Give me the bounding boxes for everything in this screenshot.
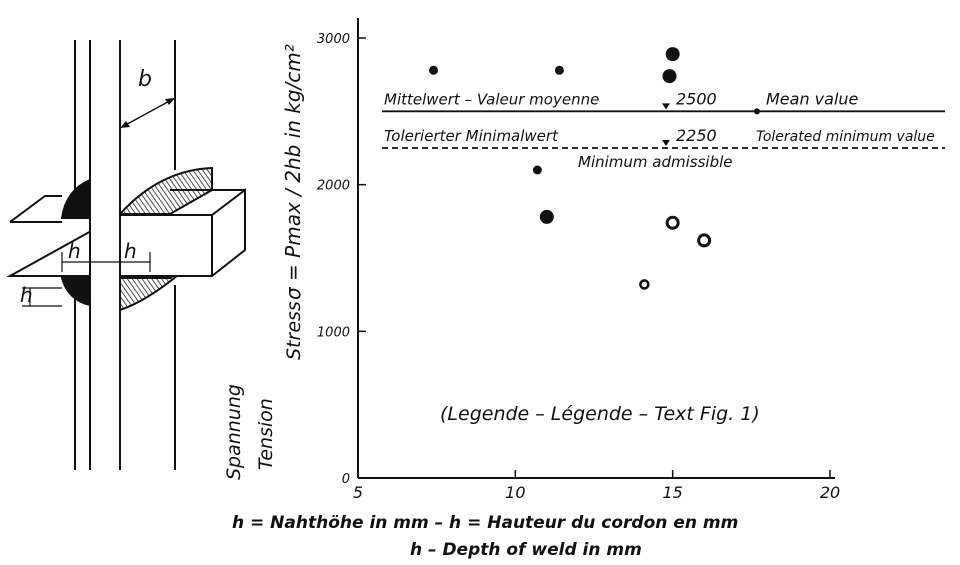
x-label-line2: h – Depth of weld in mm (410, 540, 642, 560)
stress-chart: 0 1000 2000 3000 5 10 15 20 Mittelwert – Valeu… (317, 18, 945, 502)
label-h-left: h (68, 239, 81, 263)
ref-marker (662, 103, 670, 110)
y-tick-label: 0 (342, 472, 350, 487)
y-label-formula: σ = Pmax / 2hb in kg/cm² (281, 44, 305, 300)
x-tick-label: 15 (662, 483, 682, 502)
y-label-word-de: Spannung (223, 384, 245, 480)
ref-marker (662, 140, 670, 146)
data-point (662, 69, 677, 84)
mean-line-dot (754, 108, 760, 115)
x-label-line1: h = Nahthöhe in mm – h = Hauteur du cord… (232, 513, 738, 533)
ref-label-en: Tolerated minimum value (756, 129, 935, 145)
ref-label-de-fr: Tolerierter Minimalwert (384, 127, 559, 145)
data-point (554, 65, 564, 75)
data-point (532, 165, 542, 175)
weld-fillet-upper-right (117, 166, 213, 215)
data-point (539, 209, 554, 224)
x-tick-label: 10 (505, 483, 525, 502)
data-point (665, 215, 680, 230)
x-tick-label: 20 (820, 483, 840, 502)
label-h-side: h (20, 283, 33, 307)
y-tick-label: 3000 (317, 32, 350, 47)
ref-label-fr: Minimum admissible (578, 153, 733, 171)
weld-specimen-diagram (6, 40, 246, 470)
data-point (697, 233, 712, 248)
ref-label-de-fr: Mittelwert – Valeur moyenne (384, 90, 599, 108)
ref-label-value: 2500 (676, 89, 717, 108)
label-h-right: h (124, 239, 137, 263)
dimension-b (119, 97, 176, 129)
y-tick-label: 1000 (317, 325, 350, 340)
y-tick-label: 2000 (317, 179, 350, 194)
x-tick-label: 5 (353, 483, 363, 502)
ref-label-value: 2250 (676, 126, 717, 145)
y-label-word-fr: Tension (255, 398, 277, 470)
y-label-word-en: Stress (283, 301, 305, 360)
data-point (665, 47, 680, 62)
data-point (639, 279, 650, 290)
cross-plate-box (6, 187, 246, 277)
label-b: b (138, 67, 152, 92)
chart-annotation: (Legende – Légende – Text Fig. 1) (440, 403, 760, 425)
data-point (429, 65, 439, 75)
ref-label-en: Mean value (766, 89, 859, 108)
